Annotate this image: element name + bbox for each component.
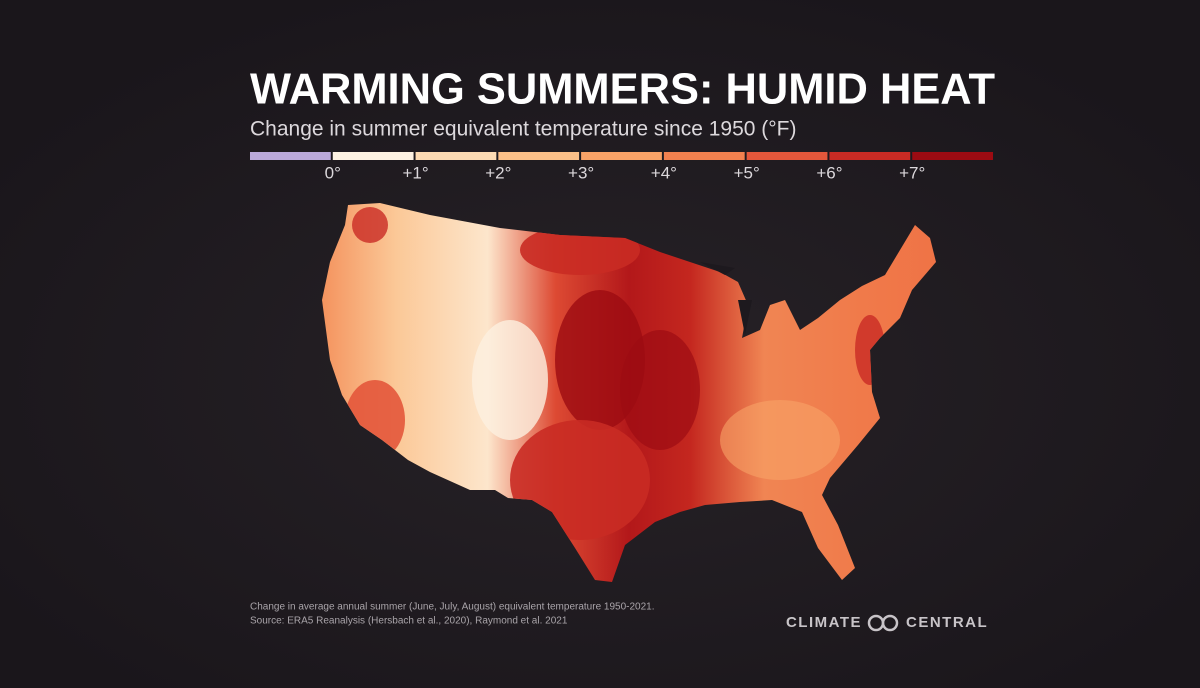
- logo-text: CLIMATE: [786, 614, 862, 631]
- footnote: Change in average annual summer (June, J…: [250, 602, 655, 613]
- legend-label: +4°: [651, 163, 677, 182]
- legend-label: +1°: [402, 163, 428, 182]
- logo-icon: [881, 614, 899, 632]
- legend-swatch: [912, 152, 993, 160]
- logo-text: CENTRAL: [906, 614, 988, 631]
- legend-label: +5°: [734, 163, 760, 182]
- legend-swatch: [498, 152, 580, 160]
- legend-swatch: [332, 152, 414, 160]
- legend-label: 0°: [325, 163, 341, 182]
- legend-swatch: [746, 152, 828, 160]
- legend-label: +2°: [485, 163, 511, 182]
- legend: 0° +1° +2° +3° +4° +5° +6° +7°: [250, 152, 993, 182]
- legend-swatch: [829, 152, 911, 160]
- legend-swatch: [250, 152, 331, 160]
- legend-label: +7°: [899, 163, 925, 182]
- legend-label: +6°: [816, 163, 842, 182]
- title: WARMING SUMMERS: HUMID HEAT: [250, 65, 995, 114]
- source: Source: ERA5 Reanalysis (Hersbach et al.…: [250, 616, 568, 627]
- legend-swatch: [415, 152, 497, 160]
- subtitle: Change in summer equivalent temperature …: [250, 118, 797, 141]
- legend-swatch: [581, 152, 662, 160]
- legend-swatch: [663, 152, 745, 160]
- logo: CLIMATE CENTRAL: [786, 614, 988, 632]
- legend-label: +3°: [568, 163, 594, 182]
